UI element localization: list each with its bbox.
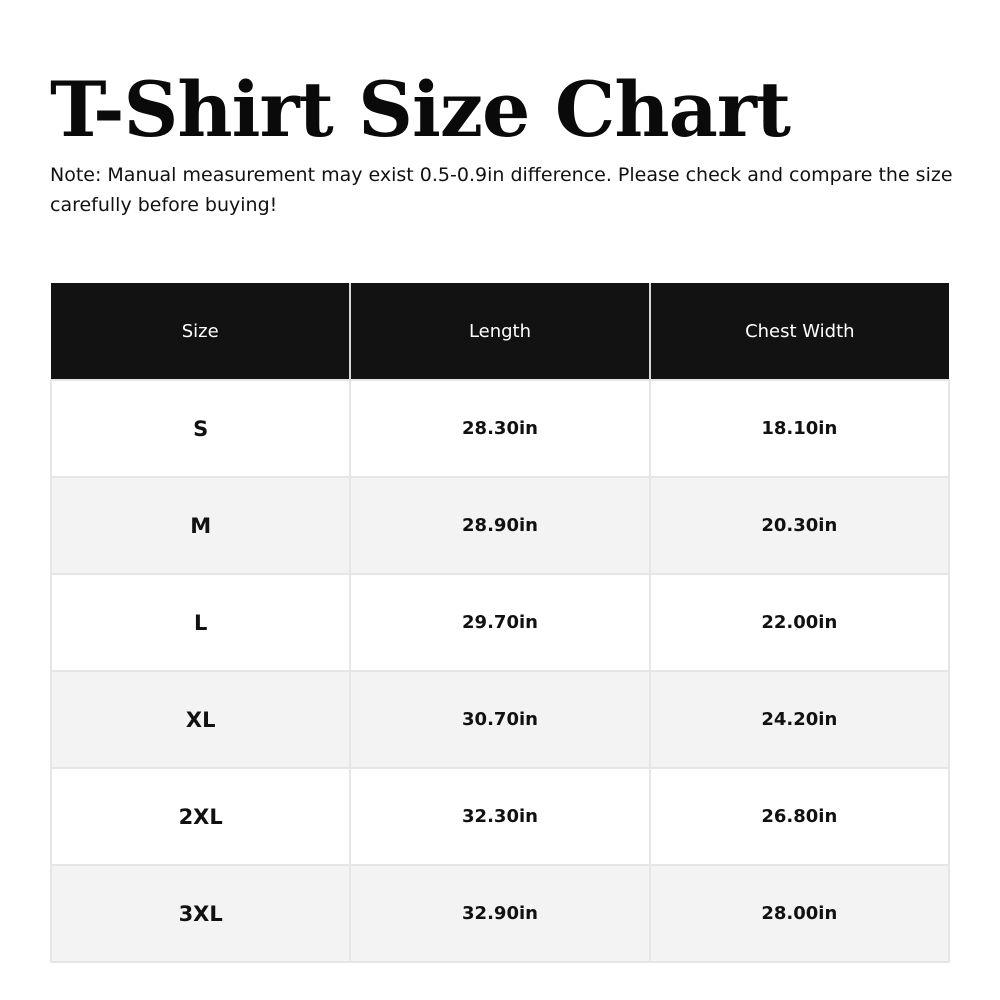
cell-chest-width: 18.10in xyxy=(648,379,951,478)
header-size: Size xyxy=(51,283,351,380)
size-chart-table: Size Length Chest Width S 28.30in 18.10in M… xyxy=(49,283,951,963)
cell-size: 2XL xyxy=(49,767,352,866)
table-row: M 28.90in 20.30in xyxy=(49,476,951,575)
header-chest-width: Chest Width xyxy=(648,283,949,380)
cell-length: 32.30in xyxy=(349,767,651,866)
cell-size: XL xyxy=(49,670,352,769)
cell-length: 30.70in xyxy=(349,670,651,769)
cell-size: L xyxy=(49,573,352,672)
cell-chest-width: 20.30in xyxy=(648,476,951,575)
cell-length: 28.30in xyxy=(349,379,651,478)
cell-chest-width: 26.80in xyxy=(648,767,951,866)
cell-size: 3XL xyxy=(49,864,352,963)
cell-length: 28.90in xyxy=(349,476,651,575)
cell-size: M xyxy=(49,476,352,575)
header-row: Size Length Chest Width xyxy=(51,283,949,380)
table-row: XL 30.70in 24.20in xyxy=(49,670,951,769)
header-length: Length xyxy=(349,283,650,380)
cell-chest-width: 22.00in xyxy=(648,573,951,672)
table-row: L 29.70in 22.00in xyxy=(49,573,951,672)
page-title: T-Shirt Size Chart xyxy=(50,65,791,154)
table-row: S 28.30in 18.10in xyxy=(49,379,951,478)
measurement-note: Note: Manual measurement may exist 0.5-0… xyxy=(50,164,953,216)
cell-chest-width: 24.20in xyxy=(648,670,951,769)
cell-length: 29.70in xyxy=(349,573,651,672)
cell-chest-width: 28.00in xyxy=(648,864,951,963)
table-row: 3XL 32.90in 28.00in xyxy=(49,864,951,963)
cell-size: S xyxy=(49,379,352,478)
cell-length: 32.90in xyxy=(349,864,651,963)
table-row: 2XL 32.30in 26.80in xyxy=(49,767,951,866)
